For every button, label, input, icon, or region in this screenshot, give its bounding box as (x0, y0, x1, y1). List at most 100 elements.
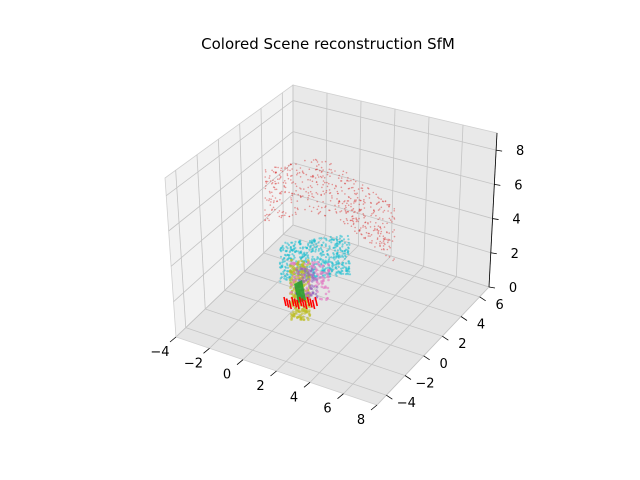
x-tick-label: 4 (290, 390, 298, 405)
z-grid-wall (292, 193, 491, 254)
point (391, 240, 394, 242)
z-tick-label: 6 (514, 178, 522, 193)
point (324, 244, 327, 248)
point (393, 217, 395, 219)
point (378, 208, 381, 210)
point (277, 166, 279, 169)
point (282, 247, 285, 250)
point (291, 194, 294, 197)
point (387, 204, 390, 206)
point (351, 218, 354, 220)
point (361, 233, 363, 236)
point (271, 208, 274, 211)
point (315, 242, 318, 245)
point (272, 171, 275, 173)
point (318, 163, 320, 166)
point (317, 213, 320, 215)
point (380, 198, 382, 200)
point (314, 250, 317, 253)
point (350, 186, 353, 189)
point (321, 250, 324, 253)
point (267, 214, 270, 216)
point (333, 246, 336, 249)
point (332, 264, 335, 267)
point (330, 237, 334, 240)
point (327, 260, 330, 264)
point (294, 183, 297, 185)
point (264, 219, 266, 222)
point (326, 286, 330, 290)
point (336, 259, 340, 263)
point (310, 250, 313, 253)
point (309, 287, 313, 290)
point (388, 206, 390, 208)
point (328, 266, 331, 269)
point (316, 161, 319, 163)
point (312, 244, 315, 247)
point (290, 175, 292, 177)
camera-pose (288, 299, 292, 310)
point (300, 259, 303, 263)
point (346, 180, 348, 182)
point (353, 202, 355, 204)
point (374, 229, 376, 231)
point (367, 235, 370, 237)
y-grid-floor (244, 271, 443, 337)
point (281, 261, 284, 264)
point (393, 210, 396, 212)
point (340, 210, 343, 212)
point (290, 163, 293, 166)
point (305, 287, 309, 291)
point (384, 243, 386, 246)
point (300, 312, 304, 315)
point (370, 206, 372, 208)
point (348, 270, 351, 273)
point (354, 199, 356, 201)
point (382, 237, 385, 240)
point (310, 269, 313, 272)
point (337, 192, 339, 195)
point (374, 228, 376, 230)
point (337, 177, 340, 179)
point (314, 248, 318, 251)
y-grid-wall (281, 92, 284, 235)
point (280, 273, 283, 276)
point (264, 169, 267, 171)
point (334, 249, 337, 252)
point (265, 182, 268, 184)
y-grid-floor (224, 289, 424, 357)
point (308, 194, 310, 197)
point (280, 216, 283, 219)
point (316, 245, 319, 248)
point (280, 190, 283, 193)
point (324, 214, 326, 217)
point (357, 220, 359, 223)
point (281, 202, 283, 204)
point (284, 214, 286, 217)
point (326, 181, 328, 184)
y-grid-wall (175, 170, 187, 328)
point (352, 222, 355, 225)
point (308, 239, 312, 243)
point (304, 259, 307, 262)
point (359, 229, 361, 231)
point (327, 278, 330, 282)
point (370, 214, 372, 217)
camera-poses (283, 280, 318, 310)
point (353, 200, 356, 203)
point (340, 272, 343, 276)
point (279, 266, 282, 269)
point (312, 276, 316, 280)
point (296, 173, 298, 176)
point (356, 219, 358, 221)
point (322, 190, 325, 193)
point (330, 162, 332, 165)
point (343, 266, 346, 269)
point (343, 257, 346, 260)
point (380, 228, 382, 230)
point (275, 182, 277, 185)
point (378, 217, 381, 219)
point (268, 198, 271, 200)
point (364, 236, 367, 239)
point (266, 199, 268, 201)
